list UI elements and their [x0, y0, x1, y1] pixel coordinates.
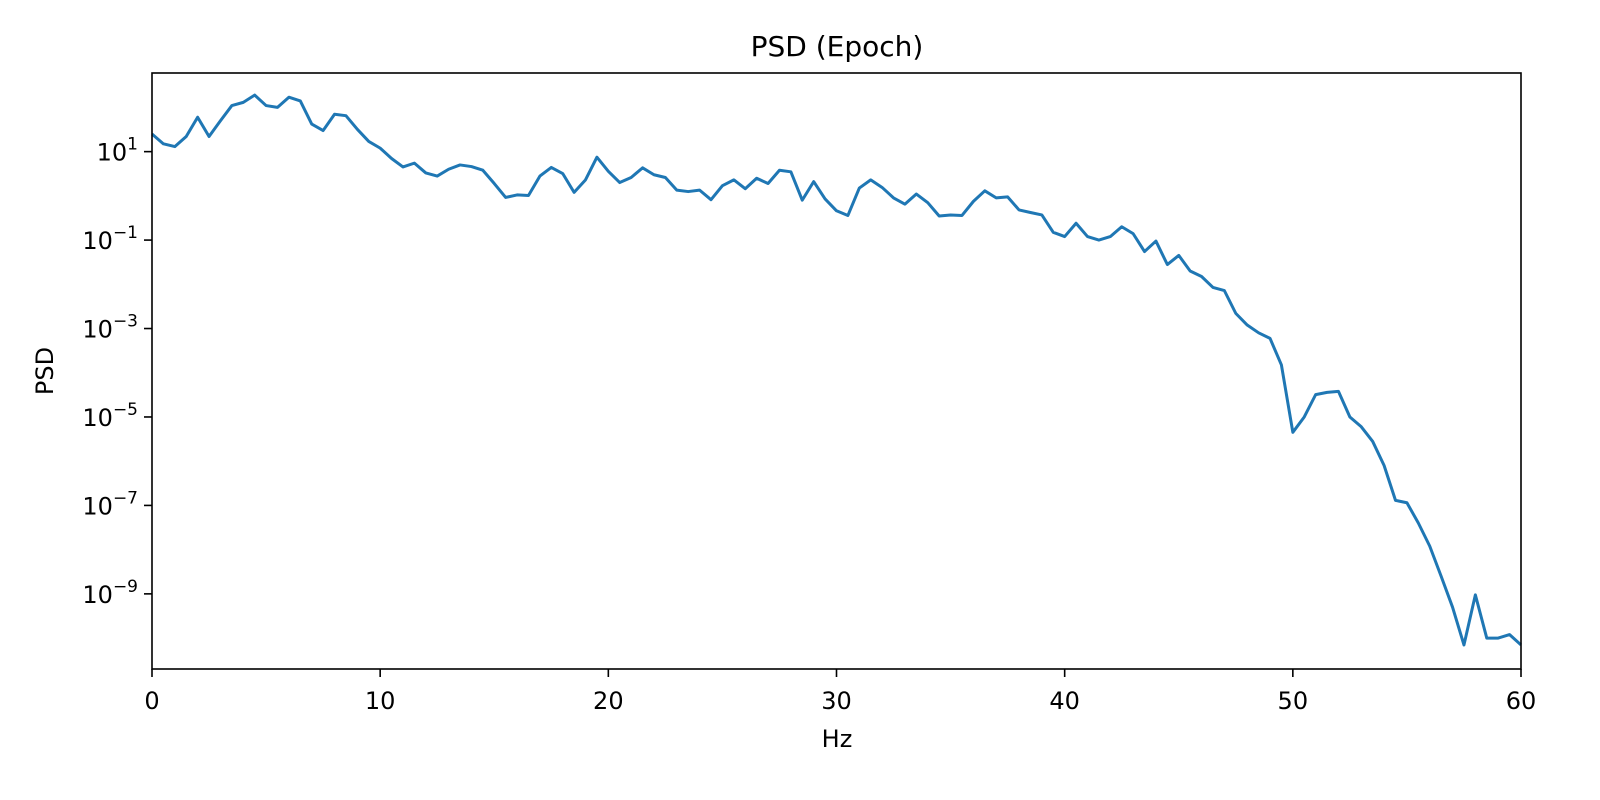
- y-tick-exponent: −9: [113, 577, 138, 597]
- psd-series-line: [151, 93, 1523, 647]
- y-tick-exponent: −5: [113, 400, 138, 420]
- y-tick-exponent: −1: [113, 223, 138, 243]
- plot-area: [152, 73, 1521, 669]
- x-tick-label: 50: [1278, 687, 1309, 715]
- y-tick-label: 101: [97, 135, 138, 167]
- chart-title: PSD (Epoch): [751, 30, 924, 63]
- x-tick-label: 30: [821, 687, 852, 715]
- x-tick-label: 0: [144, 687, 159, 715]
- y-tick-base: 10: [97, 139, 128, 167]
- y-tick-label: 10−7: [82, 488, 138, 520]
- y-tick-label: 10−9: [82, 577, 138, 609]
- x-tick-label: 60: [1506, 687, 1537, 715]
- y-tick-label: 10−3: [82, 312, 138, 344]
- y-tick-base: 10: [82, 404, 113, 432]
- y-tick-label: 10−1: [82, 223, 138, 255]
- plot-background: [152, 73, 1521, 669]
- y-tick-exponent: −7: [113, 488, 138, 508]
- x-tick-label: 20: [593, 687, 624, 715]
- x-tick-label: 10: [365, 687, 396, 715]
- y-tick-exponent: −3: [113, 312, 138, 332]
- x-axis-label: Hz: [822, 725, 853, 753]
- y-tick-base: 10: [82, 581, 113, 609]
- y-tick-base: 10: [82, 316, 113, 344]
- y-tick-base: 10: [82, 227, 113, 255]
- y-axis-label: PSD: [31, 347, 59, 395]
- y-tick-label: 10−5: [82, 400, 138, 432]
- series-layer: [151, 93, 1523, 647]
- x-axis: 0 10 20 30 40 50 60: [144, 669, 1536, 715]
- y-tick-base: 10: [82, 492, 113, 520]
- x-tick-label: 40: [1049, 687, 1080, 715]
- y-tick-exponent: 1: [127, 135, 138, 155]
